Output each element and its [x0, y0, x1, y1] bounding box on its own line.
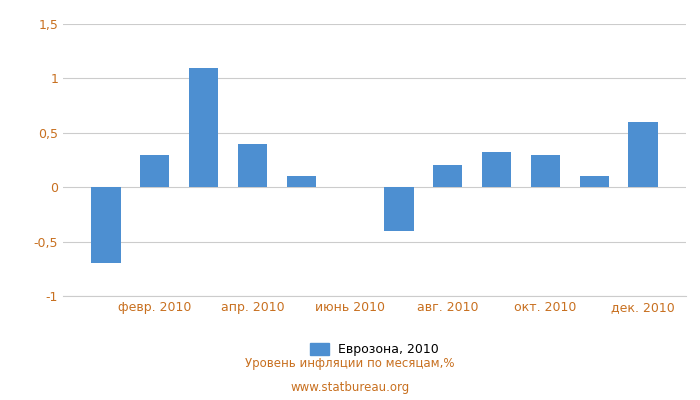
Bar: [629, 122, 658, 187]
Bar: [433, 166, 463, 187]
Bar: [189, 68, 218, 187]
Bar: [91, 187, 120, 263]
Text: Уровень инфляции по месяцам,%: Уровень инфляции по месяцам,%: [245, 358, 455, 370]
Bar: [384, 187, 414, 231]
Bar: [580, 176, 609, 187]
Bar: [531, 154, 560, 187]
Bar: [482, 152, 511, 187]
Bar: [286, 176, 316, 187]
Text: www.statbureau.org: www.statbureau.org: [290, 382, 410, 394]
Legend: Еврозона, 2010: Еврозона, 2010: [304, 338, 444, 361]
Bar: [140, 154, 169, 187]
Bar: [238, 144, 267, 187]
